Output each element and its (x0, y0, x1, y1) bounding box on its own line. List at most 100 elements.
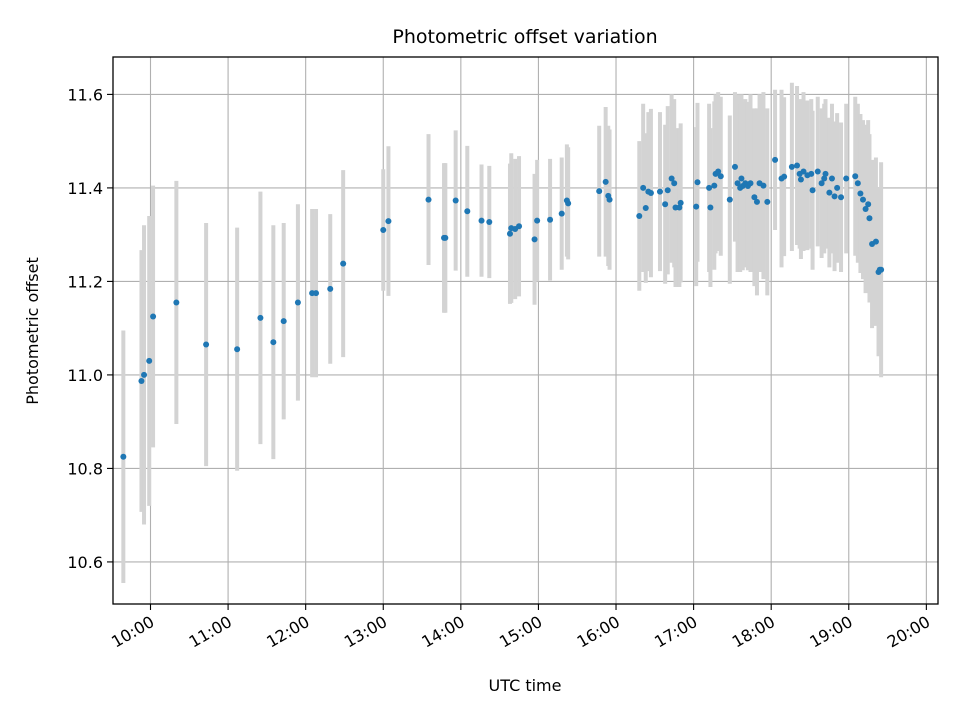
data-point (821, 175, 828, 182)
data-point (656, 188, 663, 195)
data-point (706, 184, 713, 191)
data-point (257, 314, 264, 321)
data-point (596, 188, 603, 195)
y-tick-label: 10.6 (67, 553, 103, 572)
data-point (751, 194, 758, 201)
data-point (340, 260, 347, 267)
data-point (606, 196, 613, 203)
data-point (602, 178, 609, 185)
data-point (677, 199, 684, 206)
data-point (838, 194, 845, 201)
data-point (173, 299, 180, 306)
x-tick-label: 10:00 (108, 612, 157, 652)
data-point (694, 179, 701, 186)
y-tick-label: 10.8 (67, 459, 103, 478)
data-point (872, 238, 879, 245)
x-tick-label: 14:00 (418, 612, 467, 652)
data-point (747, 180, 754, 187)
data-point (772, 156, 779, 163)
data-point (464, 208, 471, 215)
data-point (313, 290, 320, 297)
data-point (862, 205, 869, 212)
data-point (866, 215, 873, 222)
data-point (506, 230, 513, 237)
x-tick-label: 12:00 (263, 612, 312, 652)
data-point (711, 182, 718, 189)
data-point (857, 190, 864, 197)
data-point (852, 173, 859, 180)
data-point (141, 371, 148, 378)
x-tick-label: 11:00 (186, 612, 235, 652)
data-point (794, 162, 801, 169)
data-point (234, 346, 241, 353)
x-tick-label: 16:00 (574, 612, 623, 652)
data-points (120, 156, 885, 460)
data-point (647, 190, 654, 197)
data-point (854, 180, 861, 187)
data-point (828, 175, 835, 182)
data-point (146, 357, 153, 364)
data-point (800, 168, 807, 175)
x-tick-label: 13:00 (341, 612, 390, 652)
data-point (738, 175, 745, 182)
data-point (565, 200, 572, 207)
data-point (693, 203, 700, 210)
data-point (534, 217, 541, 224)
x-tick-label: 18:00 (729, 612, 778, 652)
plot-frame (112, 56, 939, 605)
y-axis-label: Photometric offset (23, 257, 42, 405)
data-point (664, 187, 671, 194)
data-point (452, 197, 459, 204)
data-point (717, 173, 724, 180)
data-point (640, 184, 647, 191)
data-point (760, 182, 767, 189)
x-tick-label: 15:00 (496, 612, 545, 652)
data-point (707, 204, 714, 211)
data-point (781, 173, 788, 180)
data-point (818, 180, 825, 187)
data-point (878, 266, 885, 273)
data-point (531, 236, 538, 243)
data-point (814, 168, 821, 175)
data-point (676, 204, 683, 211)
data-point (809, 187, 816, 194)
data-point (726, 196, 733, 203)
data-point (516, 223, 523, 230)
data-point (138, 377, 145, 384)
error-bars (121, 82, 884, 583)
data-point (668, 175, 675, 182)
data-point (150, 313, 157, 320)
data-point (120, 453, 127, 460)
y-tick-label: 11.2 (67, 272, 103, 291)
chart-title: Photometric offset variation (392, 26, 657, 48)
data-point (788, 163, 795, 170)
data-point (834, 184, 841, 191)
data-point (860, 196, 866, 203)
data-point (671, 180, 678, 187)
data-point (294, 299, 301, 306)
grid-lines (113, 57, 938, 604)
data-point (270, 339, 277, 346)
data-point (385, 218, 392, 225)
data-point (808, 170, 815, 177)
data-point (486, 219, 493, 226)
data-point (327, 285, 334, 292)
data-point (843, 175, 850, 182)
y-tick-label: 11.0 (67, 366, 103, 385)
data-point (478, 217, 485, 224)
data-point (642, 205, 649, 212)
data-point (826, 189, 833, 196)
data-point (753, 198, 760, 205)
data-point (734, 180, 741, 187)
data-point (425, 196, 432, 203)
y-tick-label: 11.4 (67, 179, 103, 198)
data-point (280, 318, 287, 325)
data-point (797, 176, 804, 183)
data-point (764, 198, 771, 205)
data-point (662, 201, 669, 208)
x-tick-label: 19:00 (806, 612, 855, 652)
data-point (715, 168, 722, 175)
x-axis-label: UTC time (489, 676, 562, 695)
